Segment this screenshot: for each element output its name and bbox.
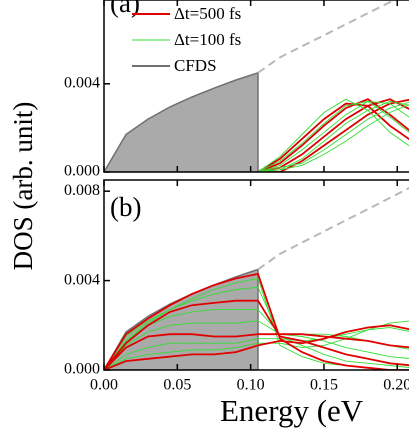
panel-label: (a): [110, 0, 140, 18]
x-tick-label: 0.00: [90, 377, 118, 394]
curve: [104, 100, 409, 172]
legend-label: Δt=500 fs: [174, 4, 241, 23]
curve: [104, 98, 409, 172]
curve: [104, 324, 409, 370]
curve: [104, 333, 409, 370]
x-tick-label: 0.20: [383, 377, 409, 394]
curve: [104, 100, 409, 172]
legend-label: CFDS: [174, 56, 217, 75]
curve: [104, 102, 409, 172]
curve: [104, 272, 409, 370]
curve: [104, 320, 409, 370]
curve: [104, 286, 409, 370]
y-tick-label: 0.004: [64, 271, 100, 288]
x-tick-label: 0.10: [237, 377, 265, 394]
y-axis-label: DOS (arb. unit): [8, 102, 38, 271]
axes-frame: [103, 0, 409, 173]
curve: [104, 104, 409, 172]
x-axis-label: Energy (eV: [220, 393, 364, 428]
legend-label: Δt=100 fs: [174, 30, 241, 49]
y-tick-label: 0.008: [64, 182, 100, 199]
dashed-line: [257, 0, 397, 74]
plot-area: [104, 0, 409, 172]
y-tick-label: 0.000: [64, 163, 100, 180]
plot-area: [104, 187, 409, 370]
x-tick-label: 0.15: [310, 377, 338, 394]
curve: [104, 100, 409, 172]
y-tick-label: 0.000: [64, 361, 100, 378]
x-tick-label: 0.05: [163, 377, 191, 394]
curve: [104, 98, 409, 172]
dashed-line: [257, 187, 409, 271]
curve: [104, 299, 409, 370]
axes-frame: [103, 179, 409, 371]
y-tick-label: 0.004: [64, 74, 100, 91]
panel-label: (b): [110, 192, 141, 222]
curve: [104, 309, 409, 370]
curve: [104, 327, 409, 370]
curve: [104, 98, 409, 172]
y-tick-label: 0.008: [64, 0, 100, 3]
curve: [104, 101, 409, 172]
cfds-area: [104, 71, 259, 172]
curve: [104, 98, 409, 172]
